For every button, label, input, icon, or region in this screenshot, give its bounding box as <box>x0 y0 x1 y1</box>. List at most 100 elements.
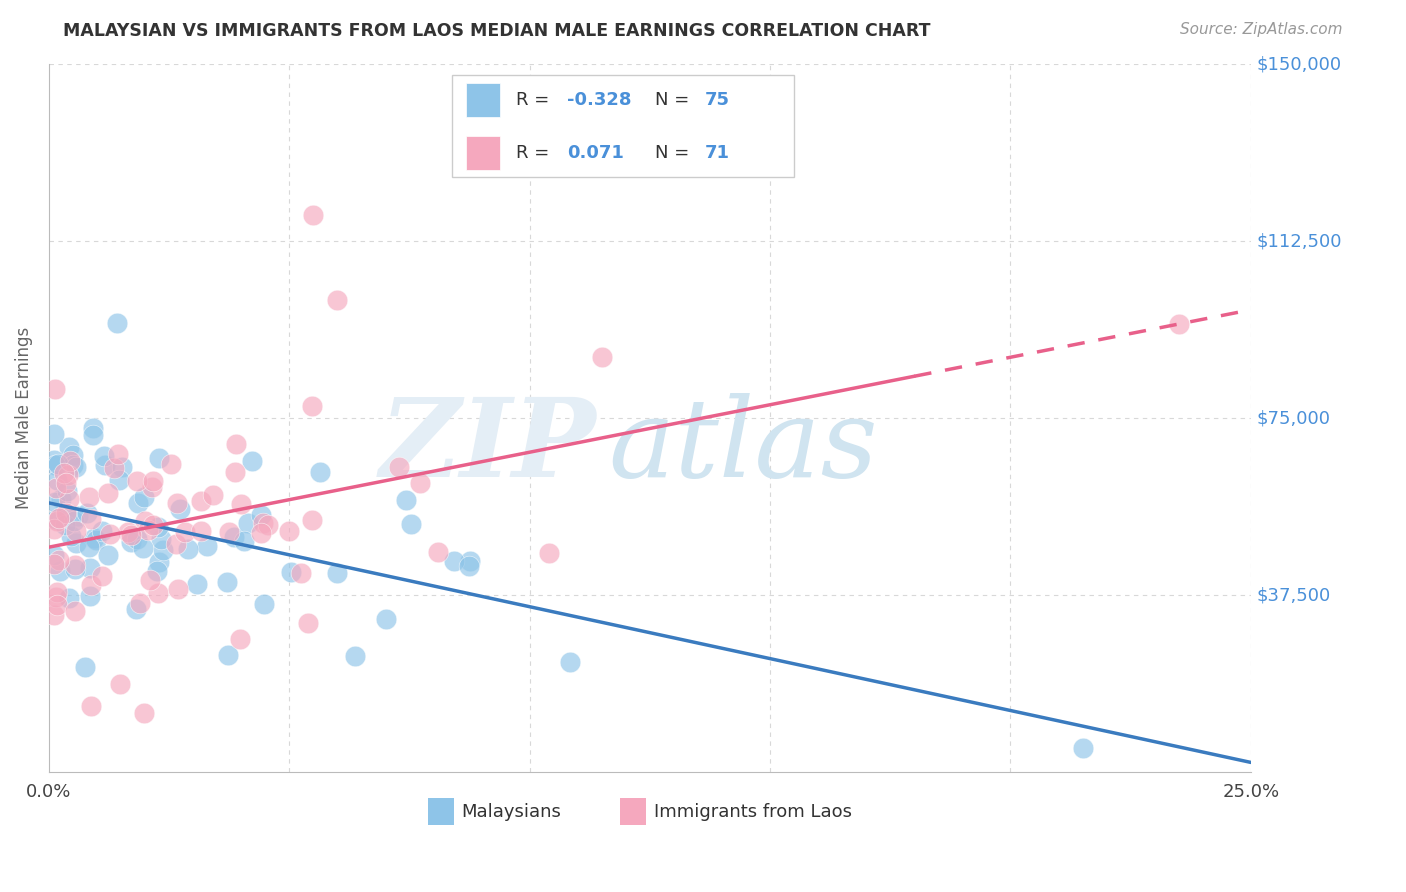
Point <box>97 486 120 500</box>
Text: -0.328: -0.328 <box>567 91 631 109</box>
Point <box>134 514 156 528</box>
Point <box>66 509 89 524</box>
Text: Immigrants from Laos: Immigrants from Laos <box>654 803 852 821</box>
Text: $112,500: $112,500 <box>1257 232 1343 250</box>
Text: R =: R = <box>516 145 550 162</box>
Point <box>301 513 323 527</box>
Point <box>58 492 80 507</box>
Point <box>91 524 114 539</box>
Point <box>76 507 98 521</box>
Point <box>65 604 87 618</box>
Point <box>326 293 349 307</box>
Point <box>44 458 66 472</box>
Point <box>62 458 84 473</box>
Point <box>240 454 263 468</box>
Point <box>222 530 245 544</box>
Point <box>201 488 224 502</box>
Text: $37,500: $37,500 <box>1257 586 1331 604</box>
Point <box>148 520 170 534</box>
Point <box>62 448 84 462</box>
Text: $150,000: $150,000 <box>1257 55 1341 73</box>
Point <box>48 510 70 524</box>
Point <box>250 508 273 523</box>
Point <box>108 677 131 691</box>
Point <box>252 516 274 530</box>
Point <box>45 512 67 526</box>
Y-axis label: Median Male Earnings: Median Male Earnings <box>15 327 32 509</box>
Point <box>160 458 183 472</box>
Point <box>132 490 155 504</box>
Point <box>63 558 86 572</box>
Point <box>44 382 66 396</box>
Point <box>127 496 149 510</box>
Point <box>146 564 169 578</box>
Point <box>42 608 65 623</box>
Point <box>65 535 87 549</box>
Point <box>132 706 155 721</box>
FancyBboxPatch shape <box>451 75 794 178</box>
Point <box>388 459 411 474</box>
Point <box>148 585 170 599</box>
Bar <box>427 798 454 825</box>
Point <box>195 539 218 553</box>
Point <box>55 506 77 520</box>
Point <box>94 458 117 472</box>
Point <box>84 533 107 548</box>
Point <box>166 496 188 510</box>
Point <box>46 458 69 472</box>
Point <box>280 565 302 579</box>
Point <box>79 560 101 574</box>
Bar <box>465 83 499 117</box>
Point <box>45 590 67 604</box>
Point <box>58 440 80 454</box>
Point <box>229 632 252 646</box>
Text: 75: 75 <box>706 91 730 109</box>
Point <box>217 648 239 662</box>
Text: ZIP: ZIP <box>380 392 596 500</box>
Point <box>537 546 560 560</box>
Point <box>42 557 65 571</box>
Point <box>344 648 367 663</box>
Point <box>77 541 100 555</box>
Point <box>443 554 465 568</box>
Point <box>53 517 76 532</box>
Point <box>225 437 247 451</box>
Point <box>127 532 149 546</box>
Text: N =: N = <box>655 145 689 162</box>
Point <box>301 399 323 413</box>
Point <box>399 517 422 532</box>
Point <box>79 698 101 713</box>
Point <box>46 585 69 599</box>
Point <box>42 452 65 467</box>
Point <box>62 514 84 528</box>
Text: N =: N = <box>655 91 689 109</box>
Point <box>65 524 87 538</box>
Point <box>91 568 114 582</box>
Point <box>308 465 330 479</box>
Text: $75,000: $75,000 <box>1257 409 1331 427</box>
Point <box>120 527 142 541</box>
Point <box>1167 317 1189 331</box>
Point <box>139 573 162 587</box>
Point <box>395 493 418 508</box>
Point <box>142 517 165 532</box>
Point <box>218 525 240 540</box>
Point <box>53 466 76 480</box>
Point <box>169 502 191 516</box>
Point <box>297 616 319 631</box>
Point <box>80 578 103 592</box>
Point <box>93 449 115 463</box>
Point <box>256 518 278 533</box>
Point <box>127 474 149 488</box>
Point <box>77 490 100 504</box>
Point <box>73 660 96 674</box>
Point <box>1071 741 1094 756</box>
Point <box>253 597 276 611</box>
Point <box>120 535 142 549</box>
Point <box>46 514 69 528</box>
Point <box>46 598 69 612</box>
Point <box>148 450 170 465</box>
Point <box>42 522 65 536</box>
Point <box>290 566 312 580</box>
Point <box>44 495 66 509</box>
